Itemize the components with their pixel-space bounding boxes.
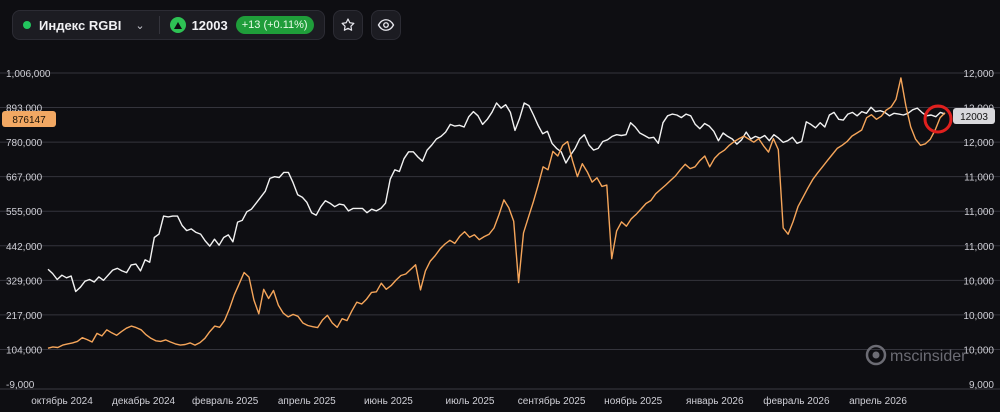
right-tick-label: 11,000	[964, 207, 994, 218]
right-current-value-badge: 12003	[953, 108, 995, 124]
left-tick-label: 555,000	[6, 207, 43, 218]
watermark: mscinsider	[865, 344, 967, 366]
left-tick-label: 217,000	[6, 311, 43, 322]
highlight-circle	[923, 104, 953, 134]
x-tick-label: сентябрь 2025	[518, 395, 586, 407]
right-tick-label: 9,000	[969, 380, 994, 391]
left-tick-label: 667,000	[6, 173, 43, 184]
left-tick-label: 1,006,000	[6, 69, 51, 80]
eye-icon	[377, 19, 394, 31]
series-layer	[47, 77, 946, 349]
right-tick-label: 12,000	[963, 69, 994, 80]
watermark-text: mscinsider	[890, 348, 967, 365]
right-tick-label: 11,000	[964, 173, 994, 184]
chart-toolbar: Индекс RGBI ⌄ 12003 +13 (+0.11%)	[12, 9, 401, 41]
right-tick-label: 12,000	[963, 138, 994, 149]
x-tick-label: январь 2026	[686, 396, 744, 407]
x-tick-label: февраль 2025	[192, 395, 259, 407]
left-tick-label: -9,000	[6, 380, 35, 391]
x-tick-label: июль 2025	[446, 396, 495, 407]
instrument-selector[interactable]: Индекс RGBI ⌄ 12003 +13 (+0.11%)	[12, 10, 325, 40]
price-up-icon	[169, 17, 186, 33]
right-tick-label: 11,000	[964, 242, 994, 253]
x-tick-label: июнь 2025	[364, 396, 413, 407]
x-tick-label: декабрь 2024	[112, 395, 176, 407]
x-tick-label: апрель 2026	[849, 396, 907, 407]
x-tick-label: февраль 2026	[763, 395, 830, 407]
price-change-badge: +13 (+0.11%)	[235, 16, 314, 34]
secondary-series-line	[47, 77, 946, 349]
x-axis: октябрь 2024 декабрь 2024 февраль 2025 апре…	[31, 395, 907, 407]
current-price: 12003	[191, 17, 228, 33]
left-badge-text: 876147	[12, 115, 46, 126]
right-tick-label: 10,000	[963, 311, 994, 322]
index-series-line	[47, 102, 946, 293]
divider	[158, 16, 160, 34]
left-current-value-badge: 876147	[2, 111, 56, 127]
visibility-button[interactable]	[370, 10, 401, 40]
instrument-name: Индекс RGBI	[39, 17, 122, 33]
right-tick-label: 10,000	[963, 276, 994, 287]
left-axis: 1,006,000 893,000 780,000 667,000 555,000 442…	[6, 69, 51, 391]
left-tick-label: 780,000	[6, 138, 43, 149]
left-tick-label: 329,000	[6, 276, 43, 287]
left-tick-label: 893,000	[6, 104, 43, 115]
left-tick-label: 442,000	[6, 242, 43, 253]
favorite-button[interactable]	[332, 10, 363, 40]
x-tick-label: ноябрь 2025	[604, 395, 662, 407]
right-badge-text: 12003	[960, 112, 988, 123]
x-tick-label: апрель 2025	[278, 396, 336, 407]
status-dot	[23, 21, 31, 29]
left-tick-label: 104,000	[6, 345, 43, 356]
star-icon	[341, 18, 355, 31]
chevron-down-icon[interactable]: ⌄	[135, 19, 145, 32]
grid-lines	[0, 72, 1000, 390]
right-tick-label: 10,000	[963, 345, 994, 356]
x-tick-label: октябрь 2024	[31, 395, 93, 407]
